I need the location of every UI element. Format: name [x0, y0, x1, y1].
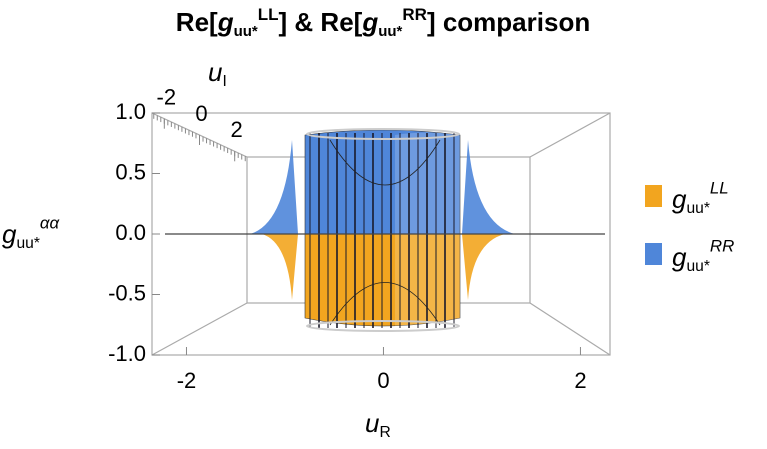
label-base: u — [365, 408, 379, 438]
x-tick-label: -2 — [177, 368, 197, 393]
title-part: ] comparison — [427, 7, 590, 37]
y-tick-label: 2 — [231, 117, 243, 142]
contour — [329, 139, 441, 326]
z-tick-label: 1.0 — [115, 99, 146, 124]
title-part: Re[ — [176, 7, 218, 37]
spike-rr — [250, 140, 515, 234]
z-tick-label: -0.5 — [108, 280, 146, 305]
x-tick-label: 0 — [377, 368, 389, 393]
y-tick-label: 0 — [195, 101, 207, 126]
title-part: uu* — [234, 23, 258, 40]
label-base: u — [208, 57, 222, 87]
label-sub: uu* — [686, 258, 709, 275]
title-part: ] & Re[ — [279, 7, 363, 37]
label-base: g — [672, 242, 687, 272]
x-tick-label: 2 — [574, 368, 586, 393]
label-base: g — [672, 184, 687, 214]
spike-ll — [262, 234, 505, 300]
y-axis-label: uI — [208, 57, 227, 90]
chart-title: Re[guu*LL] & Re[guu*RR] comparison — [176, 5, 590, 39]
label-sub: uu* — [16, 235, 39, 252]
legend-label[interactable]: guu*LL — [672, 179, 729, 217]
surface — [165, 128, 605, 332]
z-axis-label: guu*αα — [2, 214, 61, 252]
z-tick-label: 0.0 — [115, 220, 146, 245]
label-sup: αα — [40, 214, 61, 233]
label-base: g — [2, 219, 17, 249]
box-edge — [529, 302, 611, 356]
box-edge — [529, 112, 611, 158]
title-part: g — [217, 7, 234, 37]
rim — [306, 320, 460, 332]
label-sub: R — [379, 424, 390, 441]
x-axis-label: uR — [365, 408, 391, 441]
legend-swatch — [645, 185, 662, 207]
rim — [306, 128, 460, 140]
y-tick-label: -2 — [157, 85, 177, 110]
label-sup: RR — [710, 237, 734, 256]
title-part: LL — [258, 5, 279, 24]
label-sub: I — [222, 73, 226, 90]
title-part: uu* — [378, 23, 402, 40]
label-sup: LL — [710, 179, 729, 198]
label-sub: uu* — [686, 200, 709, 217]
title-part: g — [361, 7, 378, 37]
z-tick-label: -1.0 — [108, 341, 146, 366]
box-edge — [151, 302, 248, 356]
title-part: RR — [402, 5, 427, 24]
z-tick-label: 0.5 — [115, 159, 146, 184]
legend-swatch — [645, 243, 662, 265]
legend-label[interactable]: guu*RR — [672, 237, 734, 275]
